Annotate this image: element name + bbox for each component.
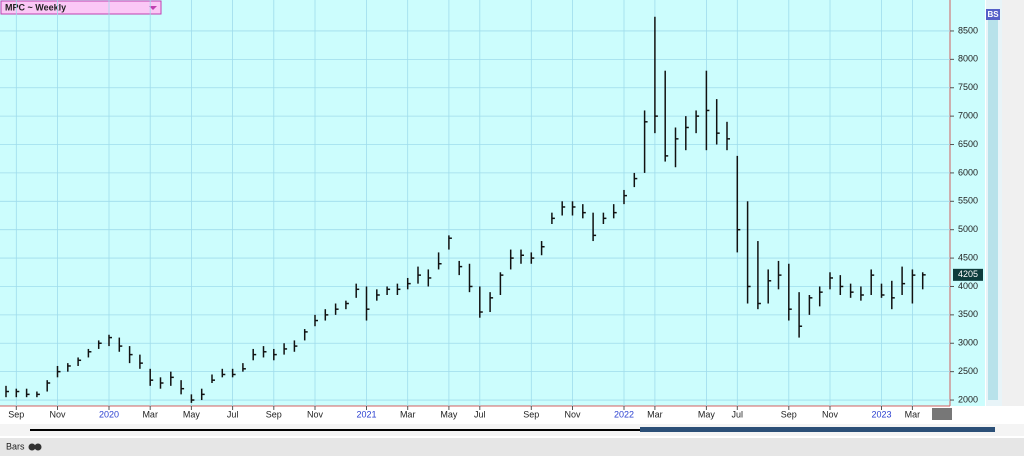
corner-block	[932, 408, 952, 420]
y-tick-label: 7000	[958, 111, 978, 121]
footer-icon[interactable]	[34, 443, 42, 451]
x-tick-label: Mar	[905, 409, 921, 419]
y-tick-label: 5500	[958, 196, 978, 206]
x-tick-label: Nov	[49, 409, 66, 419]
x-tick-label: Jul	[474, 409, 486, 419]
x-tick-label: Nov	[564, 409, 581, 419]
title-box[interactable]	[0, 0, 162, 15]
plot-bg	[0, 0, 950, 406]
y-tick-label: 2000	[958, 394, 978, 404]
y-tick-label: 2500	[958, 366, 978, 376]
x-tick-label: May	[698, 409, 716, 419]
x-tick-label: 2020	[99, 409, 119, 419]
x-tick-label: 2022	[614, 409, 634, 419]
footer-icon[interactable]	[28, 443, 36, 451]
y-tick-label: 3000	[958, 338, 978, 348]
y-tick-label: 8000	[958, 54, 978, 64]
last-price-label: 4205	[958, 269, 978, 279]
badge[interactable]: BS	[987, 10, 999, 19]
y-tick-label: 6000	[958, 167, 978, 177]
chart-title: MPC ~ Weekly	[5, 2, 66, 12]
y-tick-label: 6500	[958, 139, 978, 149]
x-tick-label: Mar	[647, 409, 663, 419]
x-tick-label: Jul	[732, 409, 744, 419]
side-margin	[1002, 0, 1024, 406]
x-tick-label: Sep	[8, 409, 24, 419]
x-tick-label: Sep	[523, 409, 539, 419]
y-tick-label: 7500	[958, 82, 978, 92]
axis-bg	[950, 0, 985, 406]
x-tick-label: Sep	[781, 409, 797, 419]
side-strip	[988, 20, 998, 400]
last-price-box	[953, 268, 983, 281]
x-tick-label: 2021	[356, 409, 376, 419]
title-dropdown[interactable]	[149, 6, 157, 10]
x-axis-bg	[0, 406, 950, 422]
x-tick-label: May	[183, 409, 201, 419]
x-tick-label: 2023	[871, 409, 891, 419]
plot: 2000 2500 3000 3500 4000 4500 5000 5500 6000 6500…	[0, 0, 983, 419]
x-tick-label: Mar	[400, 409, 416, 419]
x-tick-label: Jul	[227, 409, 239, 419]
x-tick-label: Mar	[142, 409, 158, 419]
y-tick-label: 3500	[958, 309, 978, 319]
y-tick-label: 8500	[958, 25, 978, 35]
x-tick-label: Sep	[266, 409, 282, 419]
x-tick-label: Nov	[822, 409, 839, 419]
scroll-thumb[interactable]	[640, 427, 995, 432]
y-tick-label: 5000	[958, 224, 978, 234]
footer	[0, 438, 1024, 456]
y-tick-label: 4500	[958, 252, 978, 262]
x-tick-label: May	[440, 409, 458, 419]
x-tick-label: Nov	[307, 409, 324, 419]
footer-label[interactable]: Bars	[6, 441, 25, 451]
badge-box[interactable]	[986, 9, 1000, 20]
y-tick-label: 4000	[958, 281, 978, 291]
